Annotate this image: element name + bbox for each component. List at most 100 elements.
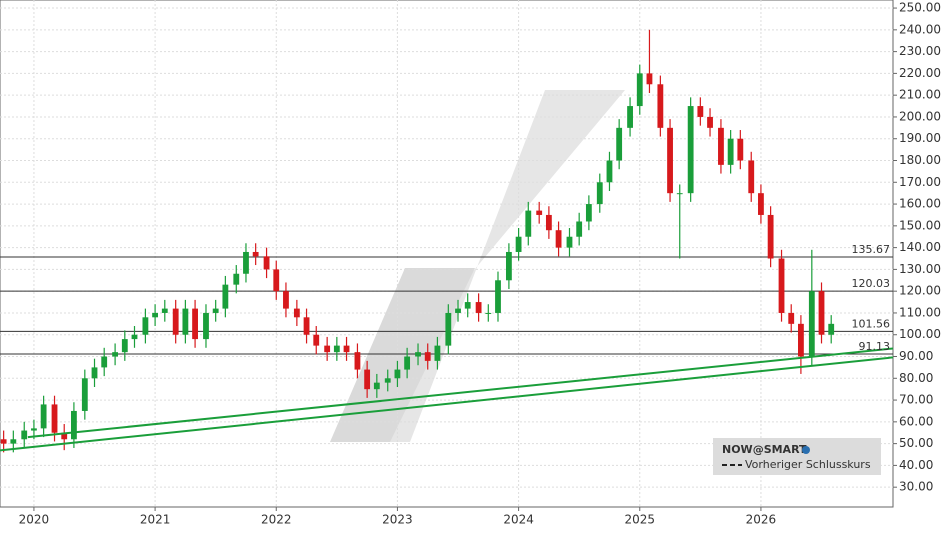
candle-body bbox=[788, 312, 795, 324]
candle-body bbox=[657, 84, 664, 128]
candle-body bbox=[40, 404, 47, 429]
candle-body bbox=[495, 280, 501, 313]
candle-body bbox=[71, 410, 77, 440]
candle-body bbox=[758, 193, 764, 215]
candle-body bbox=[727, 138, 734, 165]
candle-body bbox=[404, 356, 411, 370]
candle-body bbox=[778, 258, 785, 313]
trend-line bbox=[27, 347, 894, 439]
candle-body bbox=[212, 308, 219, 313]
candle-body bbox=[748, 160, 755, 194]
y-tick-label: 200.00 bbox=[899, 109, 941, 123]
x-tick-label: 2022 bbox=[261, 513, 292, 527]
y-tick-label: 220.00 bbox=[899, 66, 941, 80]
legend-icon bbox=[802, 446, 810, 454]
candle-body bbox=[464, 302, 471, 309]
candle-body bbox=[91, 367, 98, 379]
y-tick-label: 110.00 bbox=[899, 305, 941, 319]
candle-body bbox=[627, 106, 633, 128]
x-tick-label: 2024 bbox=[503, 513, 534, 527]
level-label: 135.67 bbox=[852, 243, 891, 256]
y-tick-label: 150.00 bbox=[899, 218, 941, 232]
candle-body bbox=[81, 378, 88, 411]
candle-body bbox=[818, 291, 825, 335]
candle-body bbox=[293, 308, 300, 318]
candle-body bbox=[687, 106, 694, 194]
x-tick-label: 2025 bbox=[624, 513, 655, 527]
candle-body bbox=[616, 127, 623, 161]
y-tick-label: 210.00 bbox=[899, 88, 941, 102]
candle-body bbox=[61, 432, 68, 440]
level-label: 120.03 bbox=[852, 277, 891, 290]
y-tick-label: 40.00 bbox=[899, 458, 933, 472]
y-tick-label: 230.00 bbox=[899, 44, 941, 58]
level-label: 101.56 bbox=[852, 317, 891, 330]
candle-body bbox=[10, 439, 17, 444]
candle-body bbox=[707, 116, 713, 128]
y-tick-label: 160.00 bbox=[899, 197, 941, 211]
candle-body bbox=[233, 273, 240, 285]
candle-body bbox=[455, 308, 461, 313]
y-tick-label: 80.00 bbox=[899, 371, 933, 385]
candle-body bbox=[445, 312, 452, 346]
watermark bbox=[330, 268, 475, 442]
y-tick-label: 100.00 bbox=[899, 327, 941, 341]
candle-body bbox=[667, 127, 673, 194]
trend-line bbox=[0, 356, 894, 452]
candle-body bbox=[31, 428, 37, 431]
candle-body bbox=[606, 160, 613, 183]
candle-body bbox=[515, 236, 522, 252]
candle-body bbox=[767, 214, 774, 259]
candle-body bbox=[676, 193, 683, 195]
x-tick-label: 2021 bbox=[140, 513, 171, 527]
candle-body bbox=[798, 323, 804, 357]
candle-body bbox=[172, 308, 179, 335]
candle-body bbox=[415, 352, 421, 357]
y-tick-label: 250.00 bbox=[899, 1, 941, 15]
candle-body bbox=[485, 312, 492, 314]
legend-box bbox=[713, 438, 881, 475]
candle-body bbox=[555, 230, 562, 248]
candle-body bbox=[545, 214, 552, 231]
candle-body bbox=[131, 334, 138, 340]
y-tick-label: 120.00 bbox=[899, 284, 941, 298]
candle-body bbox=[576, 221, 583, 237]
candle-body bbox=[343, 345, 350, 353]
candle-body bbox=[243, 251, 249, 274]
legend-entry: Vorheriger Schlusskurs bbox=[745, 458, 871, 471]
candle-body bbox=[142, 317, 149, 335]
candle-body bbox=[585, 204, 592, 222]
y-tick-label: 60.00 bbox=[899, 414, 933, 428]
candle-body bbox=[192, 308, 198, 340]
candle-body bbox=[21, 430, 28, 440]
x-tick-label: 2020 bbox=[19, 513, 50, 527]
candle-body bbox=[808, 291, 815, 357]
candle-body bbox=[333, 345, 340, 353]
candle-body bbox=[636, 73, 643, 107]
candle-body bbox=[182, 308, 189, 335]
candle-body bbox=[273, 269, 280, 292]
candle-body bbox=[424, 352, 431, 361]
y-tick-label: 70.00 bbox=[899, 393, 933, 407]
y-tick-label: 190.00 bbox=[899, 131, 941, 145]
legend-title: NOW@SMART bbox=[722, 443, 807, 456]
y-tick-label: 170.00 bbox=[899, 175, 941, 189]
candle-body bbox=[121, 339, 128, 353]
candle-body bbox=[646, 73, 653, 85]
candle-body bbox=[354, 352, 361, 370]
y-tick-label: 30.00 bbox=[899, 480, 933, 494]
candle-body bbox=[263, 256, 270, 270]
x-tick-label: 2026 bbox=[746, 513, 777, 527]
candle-body bbox=[222, 284, 229, 309]
y-tick-label: 140.00 bbox=[899, 240, 941, 254]
candle-body bbox=[101, 356, 108, 368]
candle-body bbox=[525, 210, 532, 237]
y-tick-label: 240.00 bbox=[899, 22, 941, 36]
candle-body bbox=[373, 382, 380, 390]
candle-body bbox=[536, 210, 543, 215]
plot-area bbox=[0, 0, 894, 508]
candle-body bbox=[0, 439, 7, 444]
candle-body bbox=[828, 323, 835, 335]
level-label: 91.13 bbox=[859, 340, 891, 353]
